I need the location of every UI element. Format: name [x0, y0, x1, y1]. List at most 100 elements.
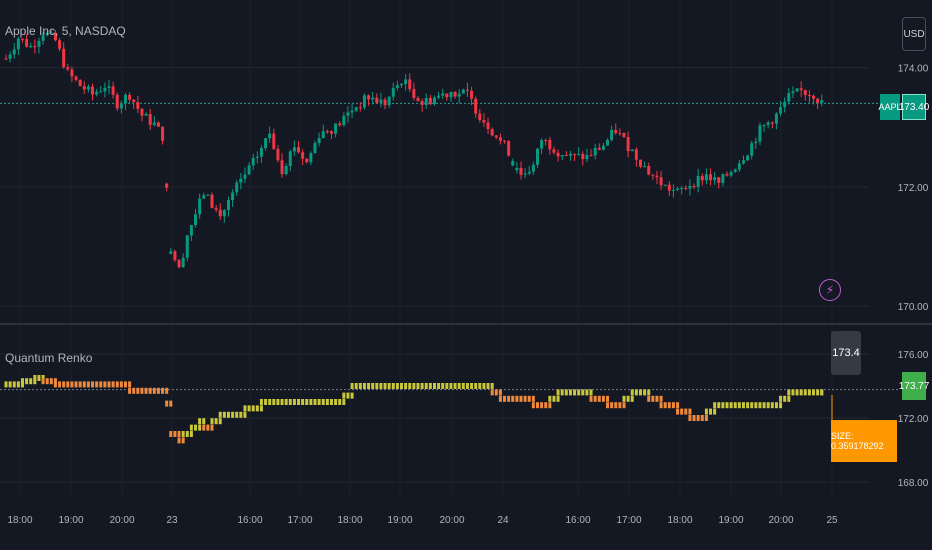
indicator-name[interactable]: Quantum Renko: [5, 351, 93, 365]
renko-brick-up: [478, 383, 482, 389]
renko-brick-up: [259, 399, 263, 405]
renko-brick-up: [218, 418, 222, 425]
candle-up: [99, 91, 103, 93]
time-tick-label: 23: [166, 515, 178, 526]
indicator-axis-labels: 176.00 172.00 168.00: [898, 350, 929, 489]
renko-brick-up: [202, 418, 206, 425]
renko-brick-down: [202, 424, 206, 431]
renko-brick-down: [548, 402, 552, 409]
candle-up: [523, 173, 527, 175]
renko-brick-up: [556, 395, 560, 402]
candle-up: [820, 100, 824, 103]
renko-brick-down: [53, 378, 57, 385]
renko-brick-up: [737, 402, 741, 409]
candle-down: [428, 98, 432, 105]
candle-down: [165, 183, 169, 188]
renko-brick-up: [198, 418, 202, 425]
candle-down: [177, 259, 181, 268]
renko-brick-up: [33, 375, 37, 381]
candle-up: [107, 86, 111, 88]
renko-brick-up: [717, 402, 721, 409]
renko-brick-up: [461, 383, 465, 389]
candle-down: [420, 101, 424, 105]
candle-down: [161, 126, 165, 141]
renko-brick-down: [684, 408, 688, 415]
indicator-last-tag: 173.77: [899, 372, 929, 400]
candle-down: [799, 88, 803, 90]
candle-down: [297, 147, 301, 153]
renko-brick-up: [568, 389, 572, 396]
candle-up: [713, 177, 717, 181]
renko-brick-up: [276, 399, 280, 405]
candle-down: [486, 122, 490, 130]
indicator-tick-label: 172.00: [898, 414, 929, 425]
renko-brick-up: [20, 378, 24, 385]
renko-brick-down: [680, 408, 684, 415]
candle-up: [560, 154, 564, 157]
renko-brick-down: [700, 415, 704, 421]
renko-brick-down: [659, 402, 663, 409]
candle-down: [684, 187, 688, 189]
renko-brick-up: [552, 395, 556, 402]
lightning-icon[interactable]: ⚡: [819, 279, 841, 301]
renko-brick-up: [412, 383, 416, 389]
candle-down: [465, 89, 469, 91]
renko-brick-up: [795, 389, 799, 396]
candle-down: [20, 38, 24, 40]
renko-brick-up: [787, 389, 791, 396]
time-tick-label: 25: [826, 515, 838, 526]
candle-down: [132, 99, 136, 103]
candle-down: [548, 140, 552, 150]
renko-brick-up: [437, 383, 441, 389]
time-gridlines: [19, 0, 833, 498]
renko-brick-up: [334, 399, 338, 405]
candle-down: [812, 95, 816, 99]
renko-brick-down: [688, 408, 692, 415]
renko-brick-down: [622, 402, 626, 409]
renko-brick-down: [136, 387, 140, 394]
renko-brick-up: [754, 402, 758, 409]
time-axis-labels: 18:00 19:00 20:00 23 16:00 17:00 18:00 19:00 20:…: [7, 515, 838, 526]
renko-brick-up: [807, 389, 811, 396]
candle-down: [544, 140, 548, 142]
renko-brick-up: [812, 389, 816, 396]
renko-brick-up: [280, 399, 284, 405]
candle-up: [449, 91, 453, 98]
renko-brick-down: [169, 400, 173, 407]
renko-brick-up: [288, 399, 292, 405]
renko-brick-down: [123, 381, 127, 388]
candle-down: [173, 251, 177, 260]
candle-up: [45, 32, 49, 36]
time-tick-label: 18:00: [337, 515, 362, 526]
symbol-price-tag: AAPL: [879, 94, 902, 120]
candle-up: [8, 54, 12, 59]
renko-brick-up: [255, 405, 259, 412]
price-tick-label: 170.00: [898, 302, 929, 313]
candle-down: [816, 98, 820, 103]
candle-up: [441, 93, 445, 96]
currency-button[interactable]: USD: [902, 17, 926, 51]
candle-down: [218, 209, 222, 217]
renko-brick-up: [362, 383, 366, 389]
renko-brick-up: [264, 399, 268, 405]
candle-up: [144, 114, 148, 116]
renko-brick-up: [486, 383, 490, 389]
renko-brick-up: [321, 399, 325, 405]
renko-brick-up: [400, 383, 404, 389]
renko-brick-down: [82, 381, 86, 388]
renko-brick-down: [589, 395, 593, 402]
renko-brick-up: [787, 395, 791, 402]
candle-down: [78, 79, 82, 87]
candle-up: [284, 166, 288, 175]
renko-brick-up: [408, 383, 412, 389]
renko-brick-down: [676, 408, 680, 415]
renko-brick-down: [688, 415, 692, 421]
candle-down: [564, 154, 568, 156]
renko-brick-up: [342, 399, 346, 405]
time-tick-label: 24: [497, 515, 509, 526]
candle-down: [53, 32, 57, 41]
renko-brick-up: [268, 399, 272, 405]
symbol-label[interactable]: Apple Inc, 5, NASDAQ: [5, 24, 126, 38]
indicator-value-box: 173.4: [831, 331, 861, 375]
renko-brick-up: [585, 389, 589, 396]
